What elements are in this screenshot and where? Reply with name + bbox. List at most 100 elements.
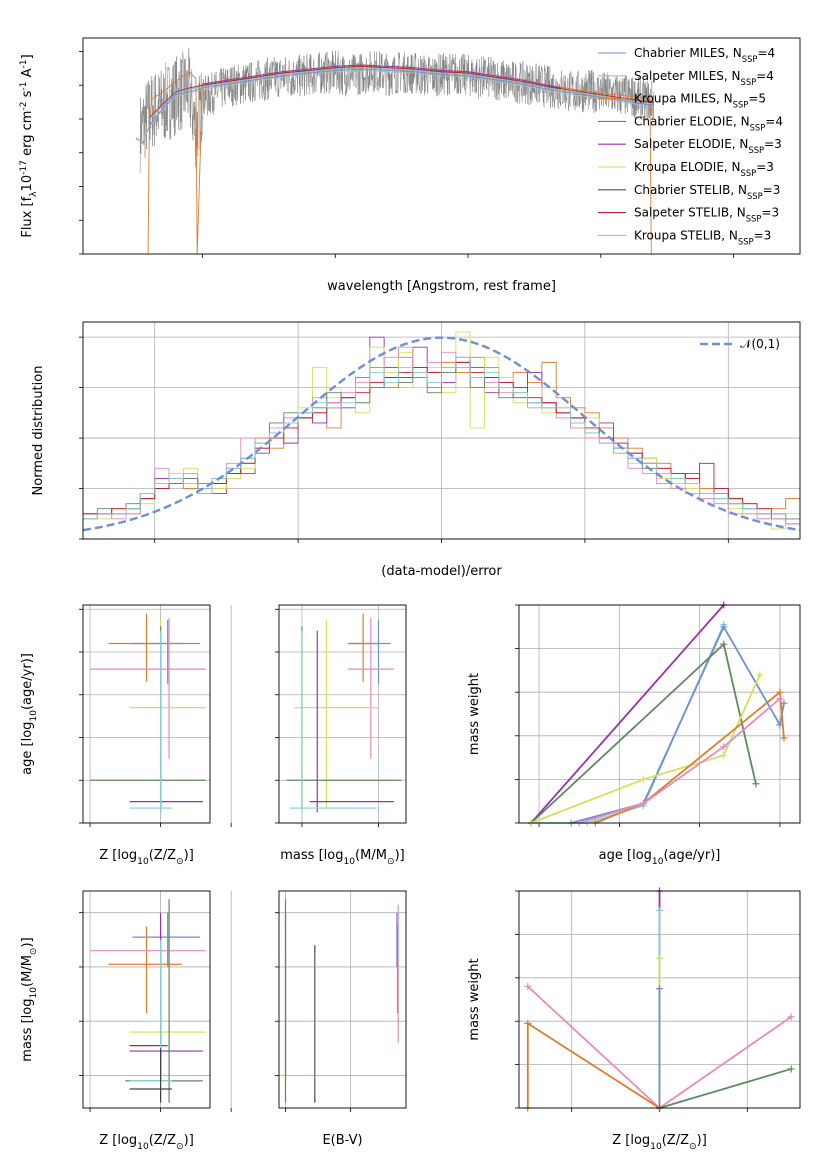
mass-age-frame <box>278 604 407 824</box>
z-age-point-5 <box>129 630 203 813</box>
gaussian-curve <box>83 336 800 532</box>
age-weight-xlabel: age [log10(age/yr)] <box>599 848 721 867</box>
series-line <box>578 698 781 824</box>
age-weight-frame <box>518 604 801 824</box>
residuals-ylabel: Normed distribution <box>31 366 46 496</box>
z-age-ylabel: age [log10(age/yr)] <box>20 653 39 775</box>
series-line <box>530 604 725 824</box>
age-weight-plot-area <box>527 601 788 827</box>
z-weight-xlabel: Z [log10(Z/Z⊙)] <box>612 1133 707 1152</box>
z-weight-ylabel: mass weight <box>467 958 482 1040</box>
series-marker <box>720 640 728 648</box>
z-age-point-4 <box>90 626 206 809</box>
spectrum-axes <box>79 51 735 258</box>
age-weight-series-5 <box>591 688 788 827</box>
series-marker <box>720 743 728 751</box>
age-weight-series-1 <box>527 621 728 827</box>
z-mass-point-1 <box>108 926 182 1014</box>
mass-age-point-1 <box>347 613 379 682</box>
series-line <box>530 642 757 824</box>
spectrum-plot-area <box>135 48 655 254</box>
spectrum-xlabel: wavelength [Angstrom, rest frame] <box>327 279 556 294</box>
ebv-mass-frame <box>278 890 407 1109</box>
z-age-frame <box>82 604 211 824</box>
mass-age-point-3 <box>294 619 379 809</box>
z-age-xlabel: Z [log10(Z/Z⊙)] <box>99 848 194 867</box>
z-weight-plot-area <box>524 887 795 1112</box>
series-marker <box>776 688 784 696</box>
mass-age-point-2 <box>347 617 394 759</box>
spectrum-series-0 <box>135 68 655 145</box>
mass-age-point-6 <box>289 630 377 813</box>
mass-age-axes <box>275 605 406 827</box>
spectrum-frame <box>82 37 801 255</box>
series-marker <box>656 954 663 962</box>
z-mass-point-2 <box>90 926 206 995</box>
series-line <box>531 624 725 824</box>
series-marker <box>656 985 663 993</box>
z-weight-series-5 <box>524 1019 663 1112</box>
z-age-point-2 <box>90 617 206 759</box>
z-mass-frame <box>82 890 211 1109</box>
z-mass-plot-area <box>90 899 206 1103</box>
series-marker <box>524 982 532 990</box>
legend-entry-5: Kroupa ELODIE, NSSP=3 <box>634 160 774 178</box>
ebv-mass-plot-area <box>284 899 399 1103</box>
z-mass-point-6 <box>125 899 203 1103</box>
z-mass-point-0 <box>132 912 201 967</box>
legend-entry-4: Salpeter ELODIE, NSSP=3 <box>634 137 782 155</box>
mass-age-plot-area <box>286 613 402 813</box>
legend-entry-1: Salpeter MILES, NSSP=4 <box>634 69 774 87</box>
z-mass-xlabel: Z [log10(Z/Z⊙)] <box>99 1133 194 1152</box>
series-marker <box>787 1065 795 1073</box>
age-weight-series-0 <box>527 601 728 827</box>
residual-histogram-6 <box>83 356 800 520</box>
spectrum-ylabel: Flux [fλ10-17 erg cm-2 s-1 A-1] <box>19 54 39 237</box>
mass-age-xlabel: mass [log10(M/M⊙)] <box>280 848 404 867</box>
mass-age-point-4 <box>286 626 402 809</box>
z-age-plot-area <box>90 613 206 813</box>
series-line <box>594 690 785 824</box>
ebv-mass-axes <box>275 891 406 1112</box>
legend-entry-gaussian: 𝒩(0,1) <box>740 337 780 351</box>
z-mass-point-8 <box>129 1048 172 1103</box>
series-line <box>659 1068 792 1109</box>
residuals-legend: 𝒩(0,1) <box>700 337 780 351</box>
series-line <box>530 674 761 824</box>
residuals-axes <box>79 322 800 543</box>
series-marker <box>720 623 728 631</box>
legend-entry-6: Chabrier STELIB, NSSP=3 <box>634 183 780 201</box>
age-weight-ylabel: mass weight <box>467 673 482 755</box>
age-weight-axes <box>515 604 800 827</box>
legend-entry-3: Chabrier ELODIE, NSSP=4 <box>634 114 783 132</box>
mass-age-point-5 <box>309 630 394 813</box>
ebv-mass-xlabel: E(B-V) <box>322 1133 362 1148</box>
series-marker <box>656 907 663 915</box>
z-age-axes <box>79 605 232 827</box>
z-age-point-6 <box>129 630 172 813</box>
residuals-plot-area <box>83 331 800 532</box>
series-line <box>526 1021 660 1109</box>
residual-histogram-3 <box>83 346 800 525</box>
z-mass-ylabel: mass [log10(M/M⊙)] <box>20 937 39 1061</box>
series-marker <box>776 695 784 703</box>
series-marker <box>780 734 788 742</box>
z-mass-point-4 <box>129 994 168 1081</box>
z-weight-series-3 <box>656 985 663 1112</box>
z-weight-series-6 <box>656 1065 795 1112</box>
spectrum-series-7 <box>149 65 655 118</box>
series-marker <box>756 671 764 679</box>
series-marker <box>720 751 728 759</box>
legend-entry-0: Chabrier MILES, NSSP=4 <box>634 46 775 64</box>
legend-entry-7: Salpeter STELIB, NSSP=3 <box>634 206 779 224</box>
series-marker <box>524 1019 532 1027</box>
spectrum-legend: Chabrier MILES, NSSP=4 Salpeter MILES, NS… <box>598 46 783 246</box>
series-marker <box>752 780 760 788</box>
z-mass-axes <box>79 891 232 1112</box>
series-marker <box>639 775 647 783</box>
legend-entry-2: Kroupa MILES, NSSP=5 <box>634 92 766 110</box>
z-mass-point-3 <box>129 953 206 1087</box>
z-weight-frame <box>518 890 801 1109</box>
residuals-frame <box>82 321 801 540</box>
